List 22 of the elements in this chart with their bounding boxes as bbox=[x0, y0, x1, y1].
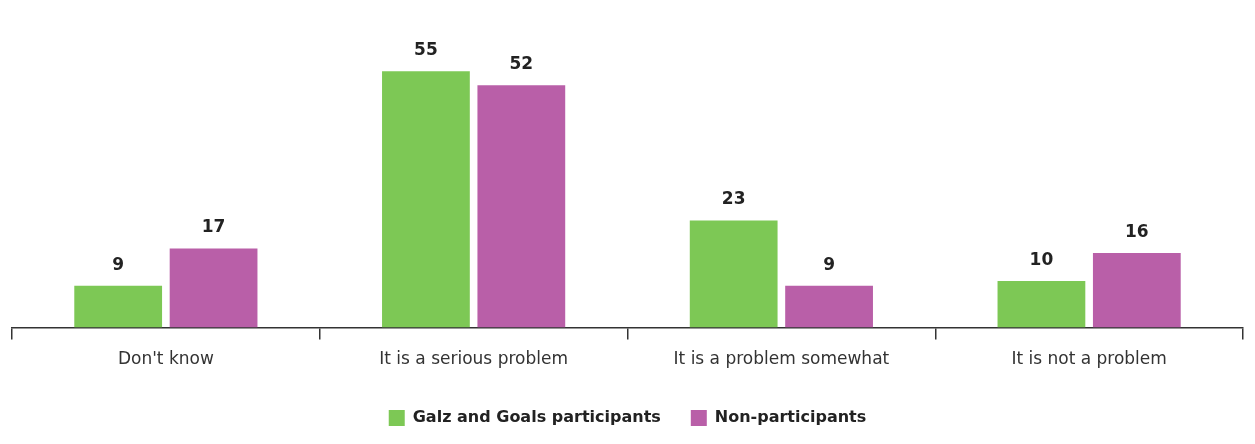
x-tick-label: It is not a problem bbox=[1011, 348, 1167, 369]
bar bbox=[382, 71, 470, 328]
bar bbox=[169, 248, 258, 328]
data-label: 9 bbox=[112, 253, 125, 274]
data-label: 10 bbox=[1029, 248, 1054, 269]
bar bbox=[74, 285, 163, 328]
legend-label: Galz and Goals participants bbox=[412, 407, 661, 427]
x-tick-label: It is a problem somewhat bbox=[673, 348, 890, 369]
x-tick-label: Don't know bbox=[117, 348, 214, 369]
bar bbox=[1092, 253, 1181, 328]
data-label: 55 bbox=[414, 39, 438, 60]
legend-label: Non-participants bbox=[714, 407, 867, 427]
bar bbox=[785, 285, 873, 328]
x-tick-label: It is a serious problem bbox=[379, 348, 568, 369]
data-label: 16 bbox=[1124, 220, 1149, 241]
data-label: 9 bbox=[823, 253, 835, 274]
data-label: 17 bbox=[201, 216, 226, 237]
bar bbox=[689, 220, 778, 328]
bar bbox=[997, 281, 1086, 328]
data-label: 52 bbox=[509, 53, 534, 74]
bar bbox=[477, 85, 566, 328]
data-label: 23 bbox=[721, 188, 746, 209]
